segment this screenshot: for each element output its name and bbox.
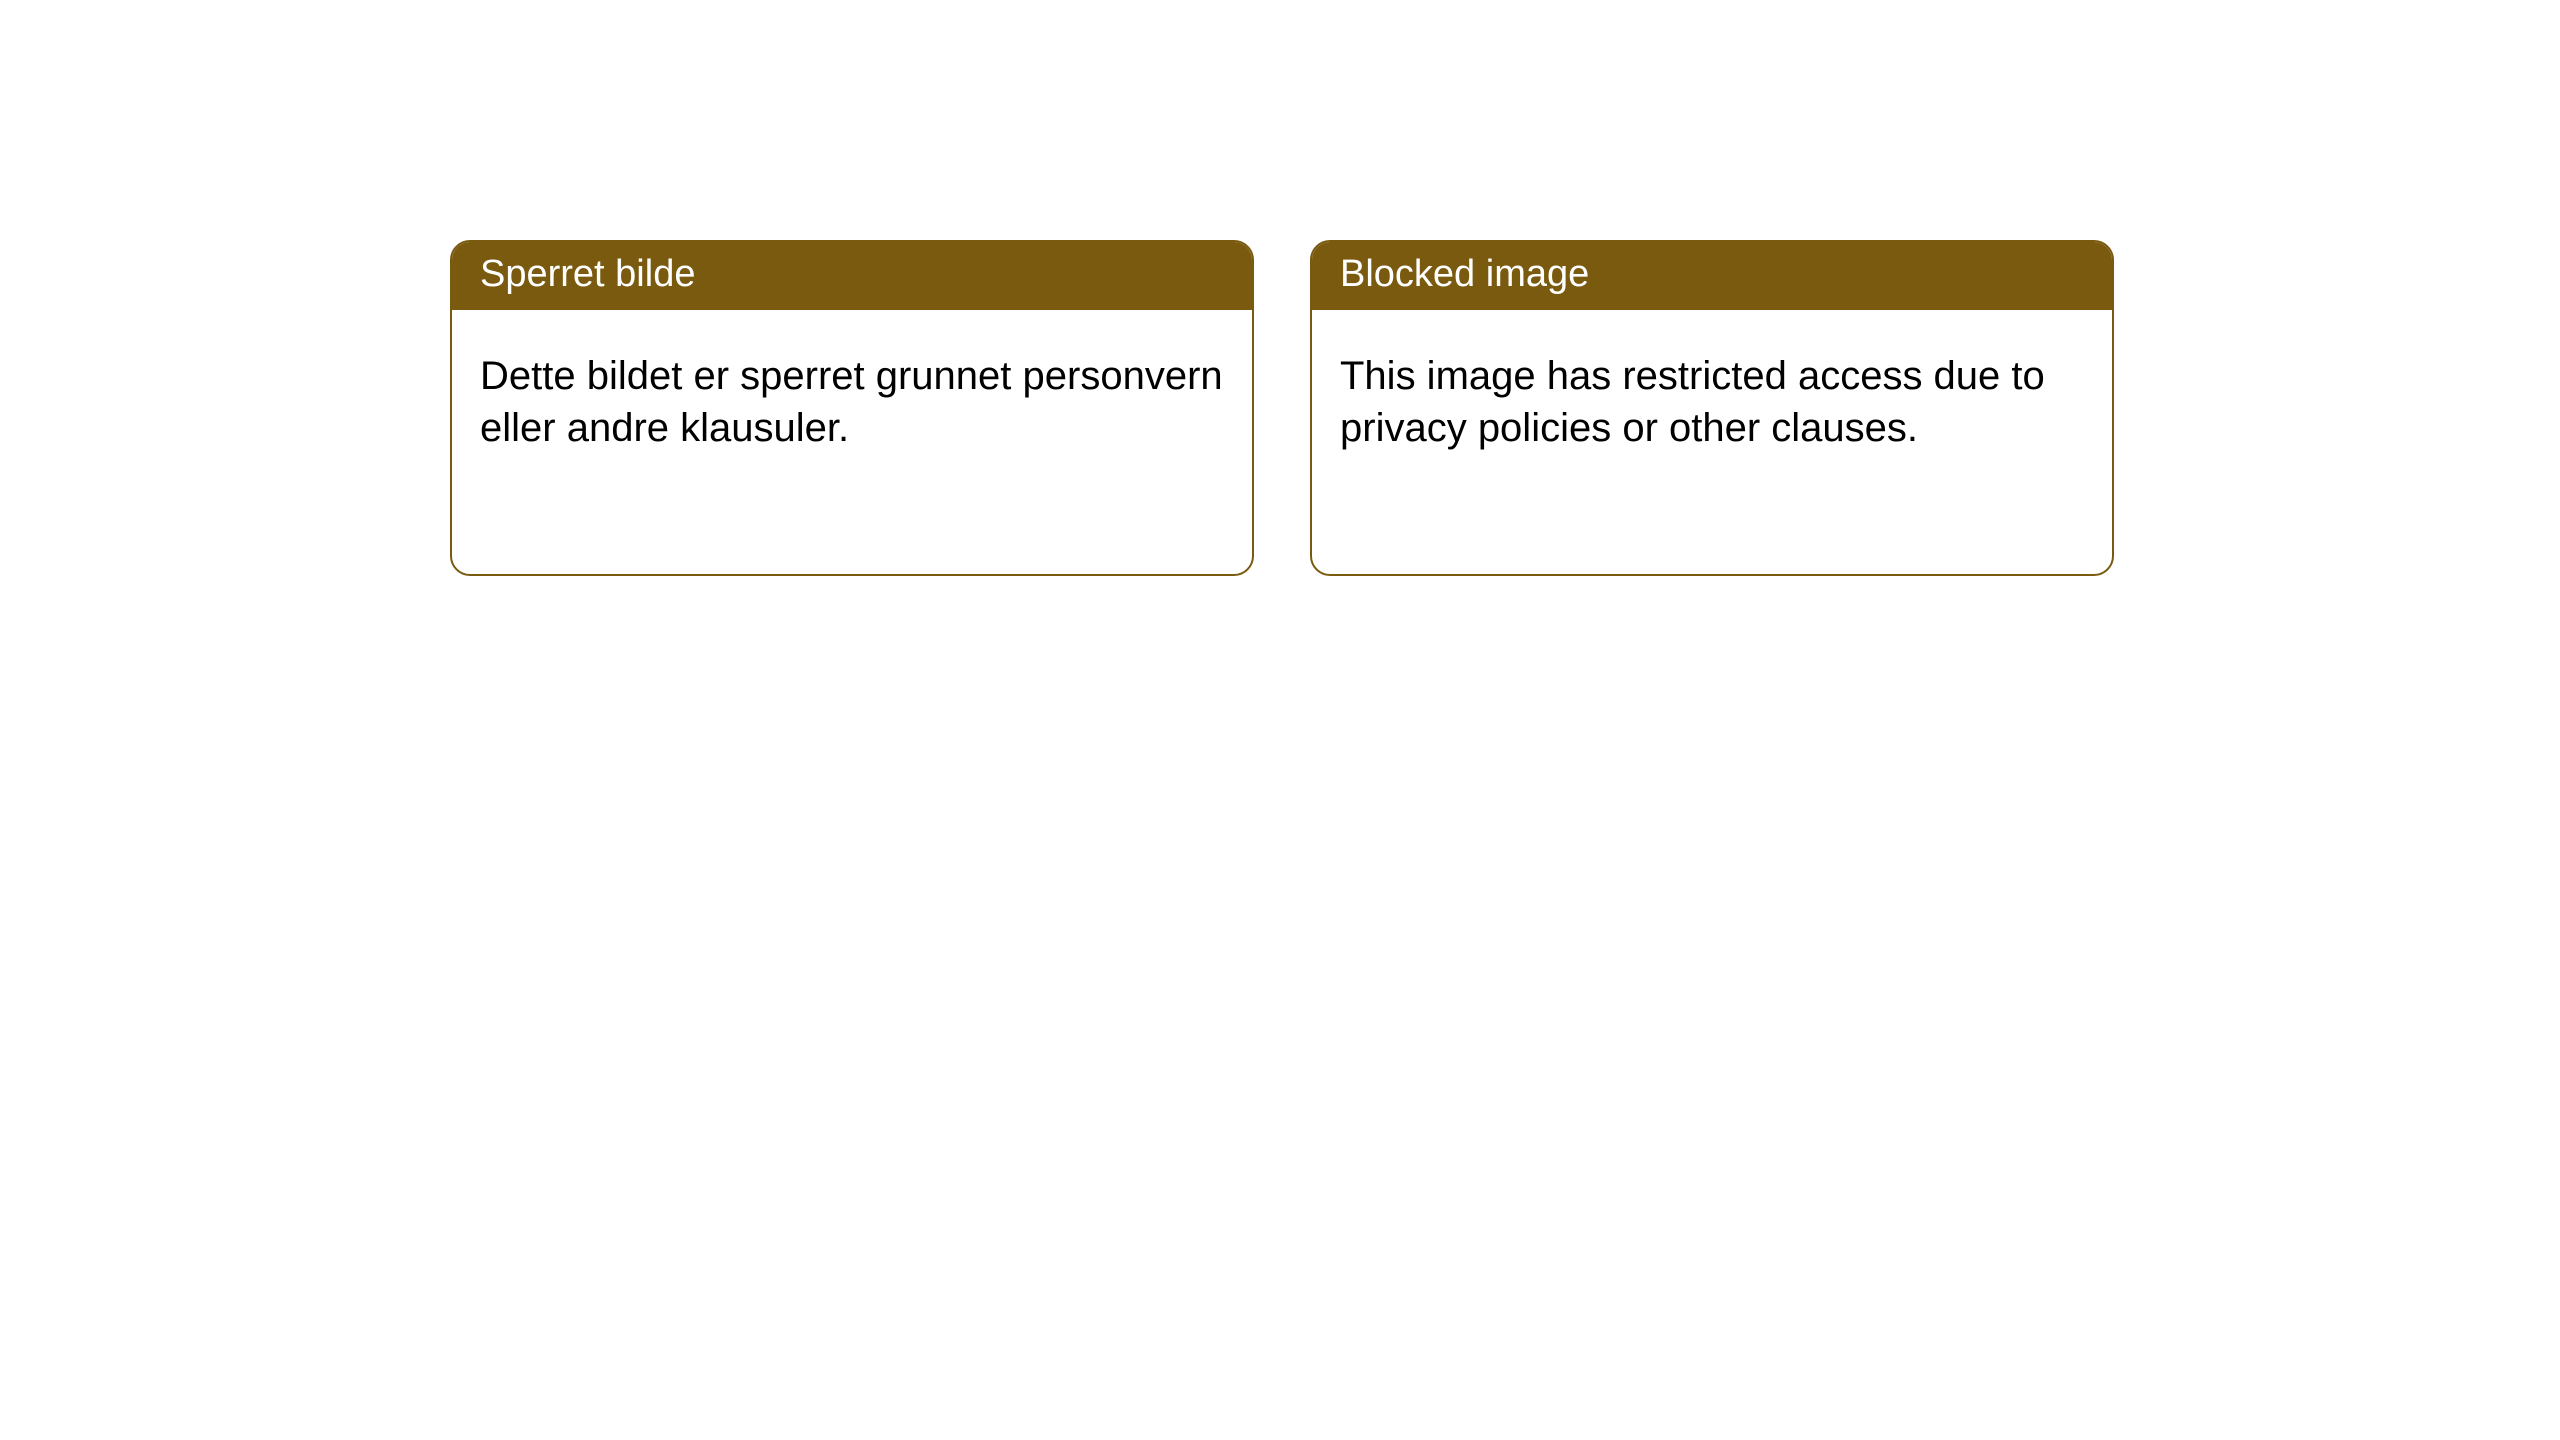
notice-card-english: Blocked image This image has restricted … [1310, 240, 2114, 576]
notice-container: Sperret bilde Dette bildet er sperret gr… [0, 0, 2560, 576]
notice-title-english: Blocked image [1312, 242, 2112, 310]
notice-card-norwegian: Sperret bilde Dette bildet er sperret gr… [450, 240, 1254, 576]
notice-body-norwegian: Dette bildet er sperret grunnet personve… [452, 310, 1252, 482]
notice-title-norwegian: Sperret bilde [452, 242, 1252, 310]
notice-body-english: This image has restricted access due to … [1312, 310, 2112, 482]
